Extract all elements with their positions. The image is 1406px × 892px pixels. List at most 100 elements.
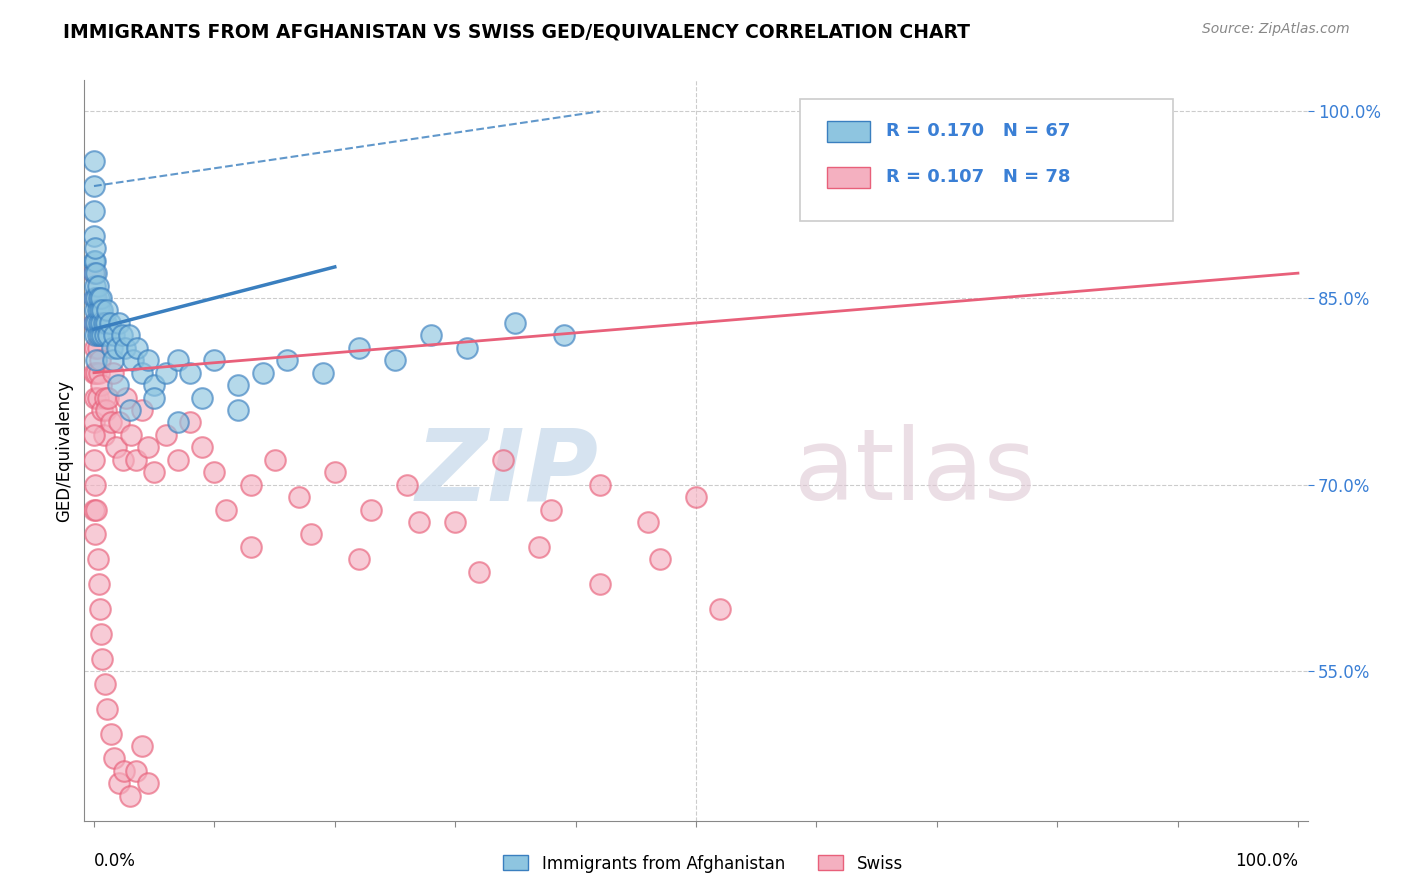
Point — [588, 477, 610, 491]
FancyBboxPatch shape — [800, 99, 1173, 221]
Point — [384, 353, 406, 368]
Point — [83, 316, 105, 330]
Point — [83, 291, 105, 305]
Point — [83, 502, 105, 516]
Point — [408, 515, 430, 529]
Point — [444, 515, 467, 529]
Point — [143, 465, 166, 479]
Point — [84, 477, 107, 491]
Point — [167, 416, 190, 430]
Point — [252, 366, 274, 380]
Point — [312, 366, 335, 380]
Point — [86, 303, 108, 318]
Point — [91, 328, 114, 343]
Point — [93, 428, 115, 442]
Point — [100, 726, 122, 740]
Point — [83, 203, 105, 218]
Point — [202, 465, 225, 479]
Legend: Immigrants from Afghanistan, Swiss: Immigrants from Afghanistan, Swiss — [496, 848, 910, 880]
Point — [94, 316, 117, 330]
Point — [96, 303, 118, 318]
Point — [89, 303, 111, 318]
Point — [125, 452, 148, 467]
Point — [167, 452, 190, 467]
Point — [637, 515, 659, 529]
Point — [83, 253, 105, 268]
Point — [131, 739, 153, 753]
Point — [83, 154, 105, 169]
Point — [105, 341, 128, 355]
Point — [505, 316, 527, 330]
Point — [492, 452, 515, 467]
Point — [108, 776, 131, 790]
Point — [155, 366, 177, 380]
Point — [100, 416, 122, 430]
Point — [103, 366, 125, 380]
Point — [103, 328, 125, 343]
Point — [84, 391, 107, 405]
Point — [685, 490, 707, 504]
Point — [540, 502, 562, 516]
Point — [83, 266, 105, 280]
Point — [90, 378, 112, 392]
Point — [90, 291, 112, 305]
Point — [215, 502, 238, 516]
Point — [86, 353, 108, 368]
Point — [360, 502, 382, 516]
Point — [263, 452, 285, 467]
Point — [91, 303, 114, 318]
Point — [86, 552, 108, 566]
Point — [191, 441, 214, 455]
Point — [239, 540, 262, 554]
Point — [143, 378, 166, 392]
Point — [93, 316, 115, 330]
Point — [83, 416, 105, 430]
Point — [87, 291, 110, 305]
Point — [456, 341, 478, 355]
Point — [86, 266, 108, 280]
Point — [114, 341, 136, 355]
Point — [91, 403, 114, 417]
Point — [87, 366, 110, 380]
Point — [83, 452, 105, 467]
Point — [86, 366, 108, 380]
Point — [90, 316, 112, 330]
Point — [347, 552, 370, 566]
Point — [118, 328, 141, 343]
Point — [87, 577, 110, 591]
Point — [111, 328, 134, 343]
Point — [84, 341, 107, 355]
Point — [84, 527, 107, 541]
Point — [120, 428, 142, 442]
Text: IMMIGRANTS FROM AFGHANISTAN VS SWISS GED/EQUIVALENCY CORRELATION CHART: IMMIGRANTS FROM AFGHANISTAN VS SWISS GED… — [63, 22, 970, 41]
Point — [87, 316, 110, 330]
Text: Source: ZipAtlas.com: Source: ZipAtlas.com — [1202, 22, 1350, 37]
Point — [108, 416, 131, 430]
Point — [84, 253, 107, 268]
Point — [86, 502, 108, 516]
Point — [179, 366, 201, 380]
Point — [276, 353, 298, 368]
Point — [94, 328, 117, 343]
Point — [103, 751, 125, 765]
Point — [86, 316, 108, 330]
Point — [83, 316, 105, 330]
Point — [143, 391, 166, 405]
Point — [98, 316, 121, 330]
Point — [86, 316, 108, 330]
Point — [468, 565, 491, 579]
Point — [86, 291, 108, 305]
Point — [89, 328, 111, 343]
Point — [179, 416, 201, 430]
Point — [155, 428, 177, 442]
Text: 0.0%: 0.0% — [94, 852, 136, 870]
Point — [83, 179, 105, 194]
Point — [121, 353, 143, 368]
Point — [395, 477, 418, 491]
Point — [111, 452, 134, 467]
Point — [239, 477, 262, 491]
Point — [131, 366, 153, 380]
Point — [84, 291, 107, 305]
Point — [120, 789, 142, 803]
Point — [228, 403, 250, 417]
